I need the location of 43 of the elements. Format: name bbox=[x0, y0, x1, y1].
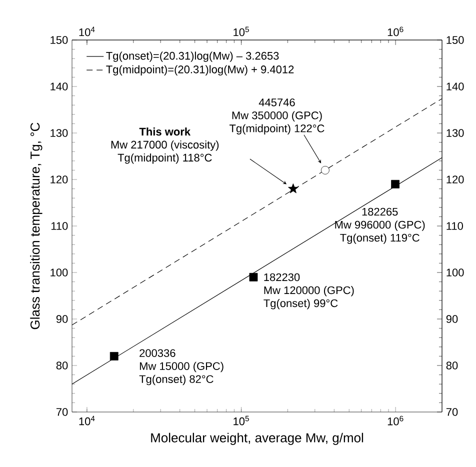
y-tick-label: 90 bbox=[56, 315, 68, 323]
y-tick-label: 70 bbox=[56, 408, 68, 416]
y2-tick-label: 110 bbox=[446, 222, 463, 230]
x-tick-label: 10$^{4}$ bbox=[79, 416, 95, 426]
y2-tick-label: 90 bbox=[446, 315, 458, 323]
annotation: This work bbox=[139, 128, 191, 136]
y-axis-title: Glass transition temperature, Tg, °C bbox=[30, 122, 42, 330]
y-tick-label: 110 bbox=[51, 222, 68, 230]
annotation: Tg(onset) 99°C bbox=[264, 299, 338, 310]
annotation: 182230 bbox=[264, 273, 300, 282]
y-tick-label: 100 bbox=[50, 268, 68, 276]
annotation: 445746 bbox=[258, 98, 295, 106]
y-tick-label: 130 bbox=[50, 129, 68, 137]
text: 10$^{5}$ bbox=[234, 26, 249, 36]
annotation: Tg(onset) 82°C bbox=[139, 374, 214, 386]
annotation: Mw 350000 (GPC) bbox=[232, 111, 322, 122]
y2-tick-label: 80 bbox=[446, 362, 458, 370]
x-tick-label: 10$^{6}$ bbox=[388, 416, 404, 426]
legend-label: Tg(midpoint)=(20.31)log(Mw) + 9.4012 bbox=[106, 65, 294, 76]
legend-label: Tg(onset)=(20.31)log(Mw) – 3.2653 bbox=[106, 52, 279, 62]
text: 10$^{6}$ bbox=[388, 26, 404, 36]
y2-tick-label: 150 bbox=[446, 36, 464, 44]
y2-tick-label: 100 bbox=[446, 268, 464, 276]
y-tick-label: 80 bbox=[56, 362, 68, 370]
y2-tick-label: 130 bbox=[446, 129, 464, 137]
y-tick-label: 140 bbox=[50, 82, 68, 90]
annotation: Mw 996000 (GPC) bbox=[335, 220, 425, 231]
annotation: Mw 15000 (GPC) bbox=[140, 362, 224, 372]
annotation: Tg(onset) 119°C bbox=[340, 234, 420, 244]
y2-tick-label: 70 bbox=[446, 408, 458, 416]
annotation: Tg(midpoint) 122°C bbox=[229, 124, 324, 134]
annotation: 200336 bbox=[140, 349, 176, 358]
annotation: Tg(midpoint) 118°C bbox=[118, 154, 212, 164]
y2-tick-label: 120 bbox=[446, 176, 464, 184]
annotation: Mw 120000 (GPC) bbox=[264, 286, 354, 296]
y-tick-label: 120 bbox=[50, 176, 68, 184]
y-tick-label: 150 bbox=[50, 36, 68, 44]
annotation: Mw 217000 (viscosity) bbox=[111, 140, 219, 151]
x-axis-title: Molecular weight, average Mw, g/mol bbox=[151, 432, 364, 445]
text: 10$^{4}$ bbox=[79, 26, 95, 36]
annotation: 182265 bbox=[362, 208, 398, 216]
y2-tick-label: 140 bbox=[446, 82, 464, 90]
x-tick-label: 10$^{5}$ bbox=[234, 416, 249, 426]
